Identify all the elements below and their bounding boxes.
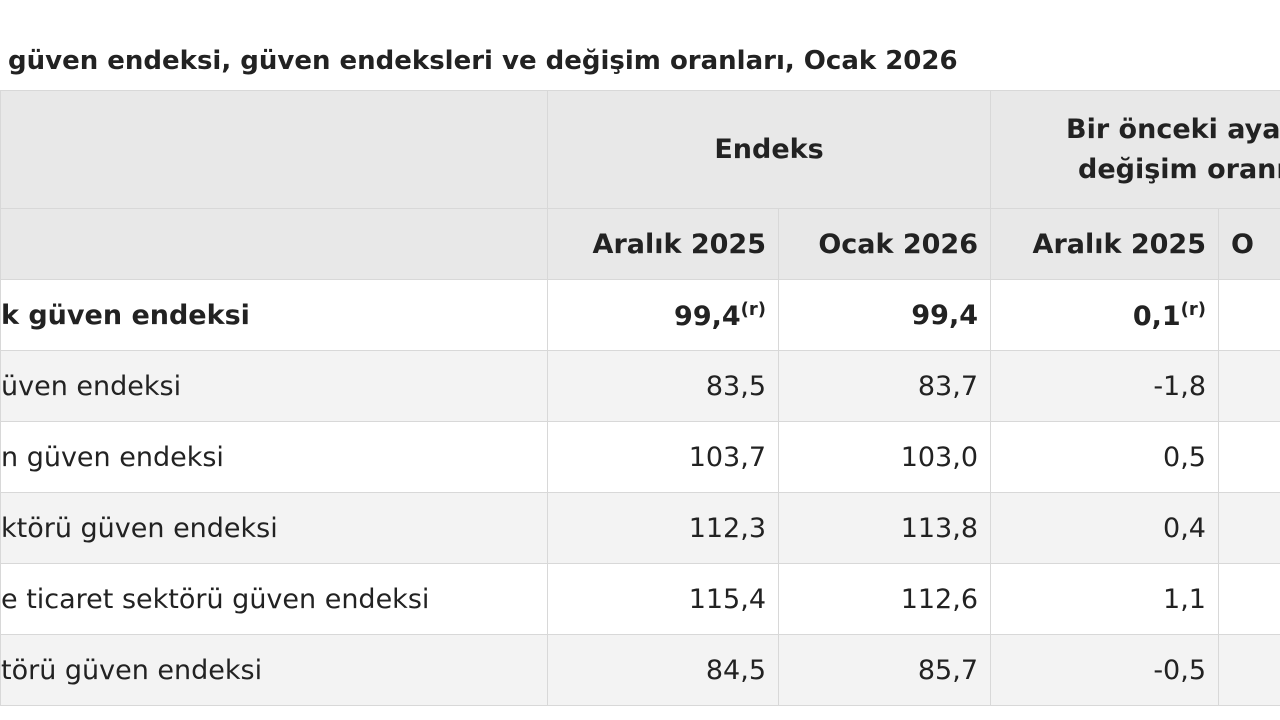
value-cell: 112,3 — [547, 492, 779, 564]
value-cell — [1218, 279, 1280, 351]
cell-value: 0,4 — [1163, 512, 1206, 544]
cell-value: 112,3 — [688, 512, 766, 544]
table-row: ktörü güven endeksi 112,3 113,8 0,4 — [0, 492, 1280, 564]
table-row: e ticaret sektörü güven endeksi 115,4 112,… — [0, 563, 1280, 635]
value-cell: 85,7 — [778, 634, 991, 706]
cell-value: 115,4 — [688, 583, 766, 615]
table-row: üven endeksi 83,5 83,7 -1,8 — [0, 350, 1280, 422]
row-label: e ticaret sektörü güven endeksi — [0, 563, 548, 635]
value-cell — [1218, 421, 1280, 493]
cell-value: -0,5 — [1153, 654, 1206, 686]
row-label: ktörü güven endeksi — [0, 492, 548, 564]
value-cell: 115,4 — [547, 563, 779, 635]
cell-value: 99,4 — [911, 299, 978, 331]
header-cell — [0, 208, 548, 280]
cell-value: 83,7 — [917, 370, 978, 402]
row-label: üven endeksi — [0, 350, 548, 422]
value-cell: 99,4 — [778, 279, 991, 351]
value-cell: 84,5 — [547, 634, 779, 706]
value-cell: 103,7 — [547, 421, 779, 493]
row-label: n güven endeksi — [0, 421, 548, 493]
value-cell: 113,8 — [778, 492, 991, 564]
period-header: Aralık 2025 — [990, 208, 1219, 280]
cell-value: 103,7 — [688, 441, 766, 473]
value-cell: 83,5 — [547, 350, 779, 422]
value-cell: 0,5 — [990, 421, 1219, 493]
cell-value: 113,8 — [900, 512, 978, 544]
value-cell: 1,1 — [990, 563, 1219, 635]
row-label: törü güven endeksi — [0, 634, 548, 706]
group-header: Endeks — [547, 90, 991, 209]
group-header: Bir önceki aya değişim oranı — [990, 90, 1280, 209]
value-cell: -0,5 — [990, 634, 1219, 706]
data-table: Endeks Bir önceki aya değişim oranı Aralı… — [0, 90, 1280, 706]
revision-note: (r) — [740, 298, 766, 320]
header-cell — [0, 90, 548, 209]
cell-value: 1,1 — [1163, 583, 1206, 615]
value-cell — [1218, 634, 1280, 706]
value-cell: 103,0 — [778, 421, 991, 493]
group-header-line: değişim oranı — [1078, 153, 1280, 185]
period-header: Aralık 2025 — [547, 208, 779, 280]
cell-value: -1,8 — [1153, 370, 1206, 402]
revision-note: (r) — [1180, 298, 1206, 320]
cell-value: 99,4 — [674, 300, 741, 332]
value-cell: 112,6 — [778, 563, 991, 635]
table-title: güven endeksi, güven endeksleri ve değiş… — [8, 46, 958, 76]
cell-value: 83,5 — [705, 370, 766, 402]
cell-value: 84,5 — [705, 654, 766, 686]
value-cell: -1,8 — [990, 350, 1219, 422]
row-label: k güven endeksi — [0, 279, 548, 351]
table-row: n güven endeksi 103,7 103,0 0,5 — [0, 421, 1280, 493]
cell-value: 85,7 — [917, 654, 978, 686]
value-cell: 83,7 — [778, 350, 991, 422]
value-cell: 99,4(r) — [547, 279, 779, 351]
period-header: O — [1218, 208, 1280, 280]
table-row: törü güven endeksi 84,5 85,7 -0,5 — [0, 634, 1280, 706]
period-header: Ocak 2026 — [778, 208, 991, 280]
value-cell: 0,4 — [990, 492, 1219, 564]
value-cell — [1218, 350, 1280, 422]
value-cell — [1218, 492, 1280, 564]
cell-value: 0,5 — [1163, 441, 1206, 473]
cell-value: 112,6 — [900, 583, 978, 615]
value-cell: 0,1(r) — [990, 279, 1219, 351]
group-header-line: Bir önceki aya — [1066, 113, 1280, 145]
value-cell — [1218, 563, 1280, 635]
cell-value: 0,1 — [1132, 300, 1181, 332]
cell-value: 103,0 — [900, 441, 978, 473]
table-row: k güven endeksi 99,4(r) 99,4 0,1(r) — [0, 279, 1280, 351]
